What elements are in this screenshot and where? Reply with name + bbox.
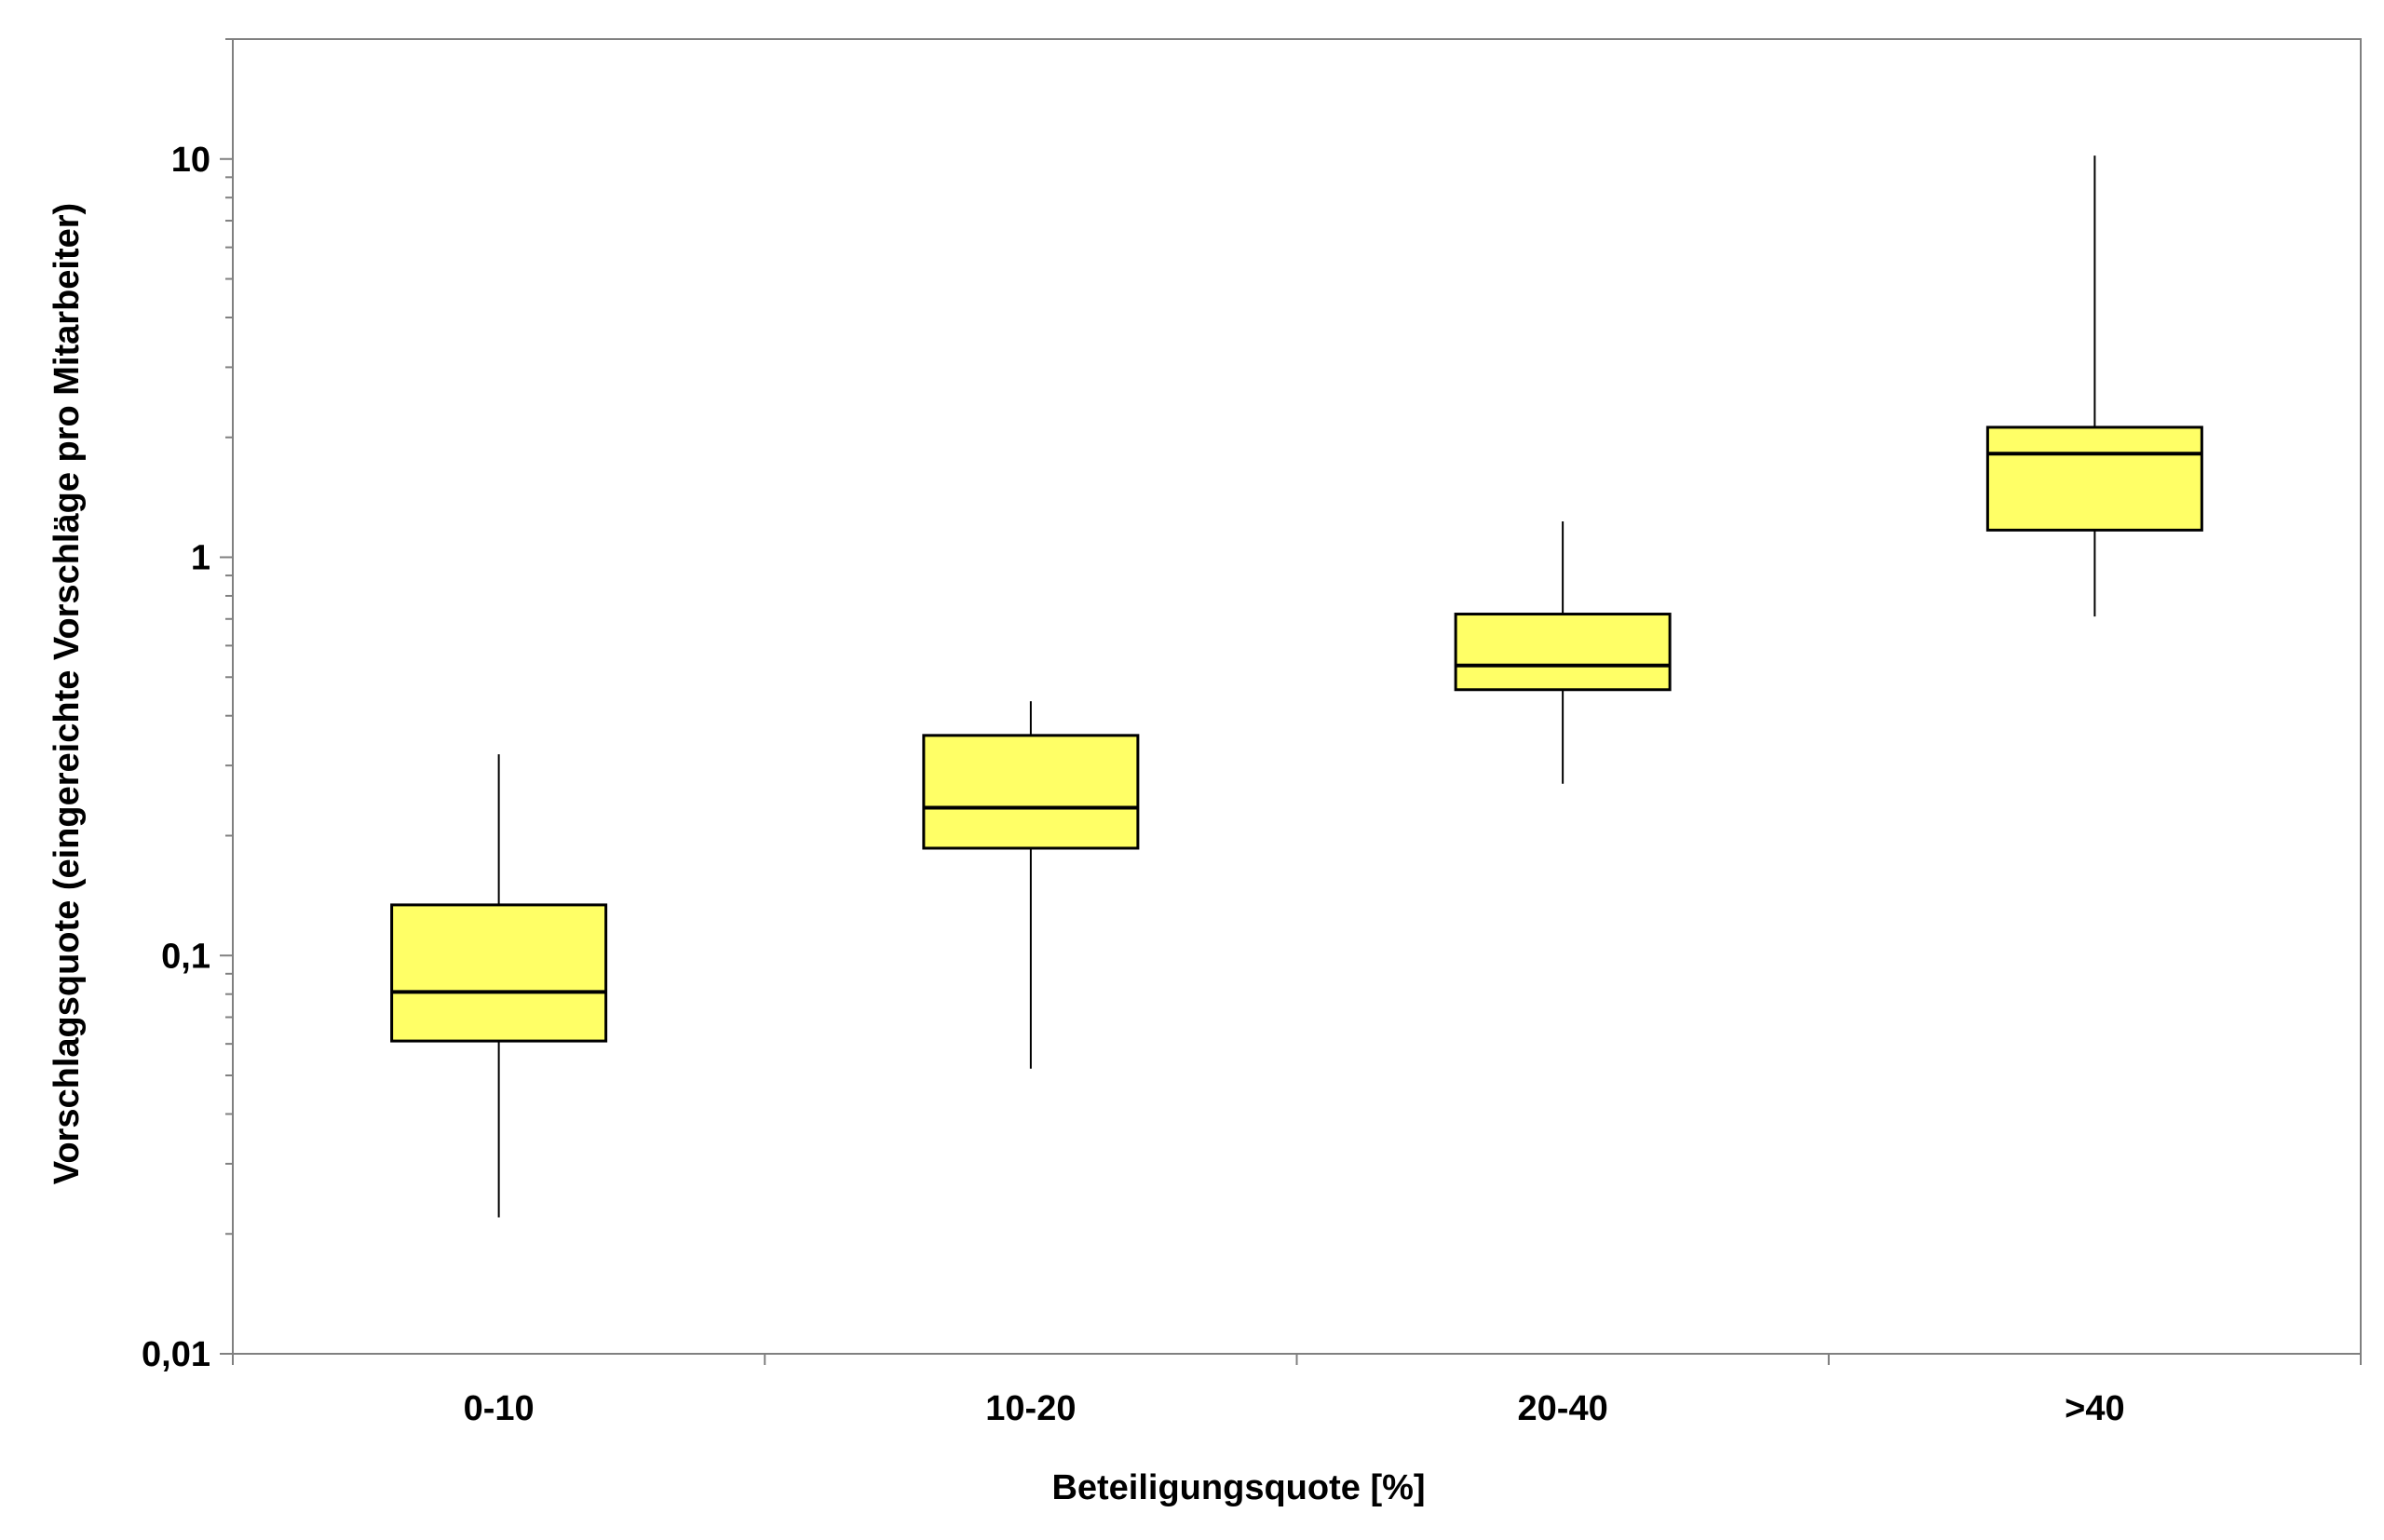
y-tick-label: 0,1 — [161, 937, 210, 976]
plot-frame — [232, 38, 2362, 1355]
iqr-box — [390, 903, 608, 1043]
box-3 — [1985, 155, 2203, 617]
x-tick-label: 20-40 — [1518, 1389, 1608, 1428]
iqr-box — [1454, 613, 1672, 692]
box-1 — [922, 701, 1140, 1069]
x-tick-label: 10-20 — [985, 1389, 1076, 1428]
y-tick-label: 1 — [191, 539, 210, 578]
x-axis-title: Beteiligungsquote [%] — [1051, 1468, 1425, 1507]
iqr-box — [1985, 426, 2203, 532]
plot-area — [232, 38, 2362, 1355]
x-axis: 0-10 10-20 20-40 >40 — [232, 1353, 2362, 1428]
box-2 — [1454, 521, 1672, 784]
box-0 — [390, 754, 608, 1218]
y-tick-label: 10 — [171, 141, 210, 180]
x-tick-label: 0-10 — [464, 1389, 535, 1428]
x-tick-label: >40 — [2065, 1389, 2124, 1428]
y-axis: 0,01 0,1 1 10 — [142, 38, 234, 1374]
boxes — [390, 155, 2203, 1218]
y-tick-label: 0,01 — [142, 1335, 210, 1374]
iqr-box — [922, 734, 1140, 850]
y-axis-title: Vorschlagsquote (eingereichte Vorschläge… — [47, 203, 87, 1184]
